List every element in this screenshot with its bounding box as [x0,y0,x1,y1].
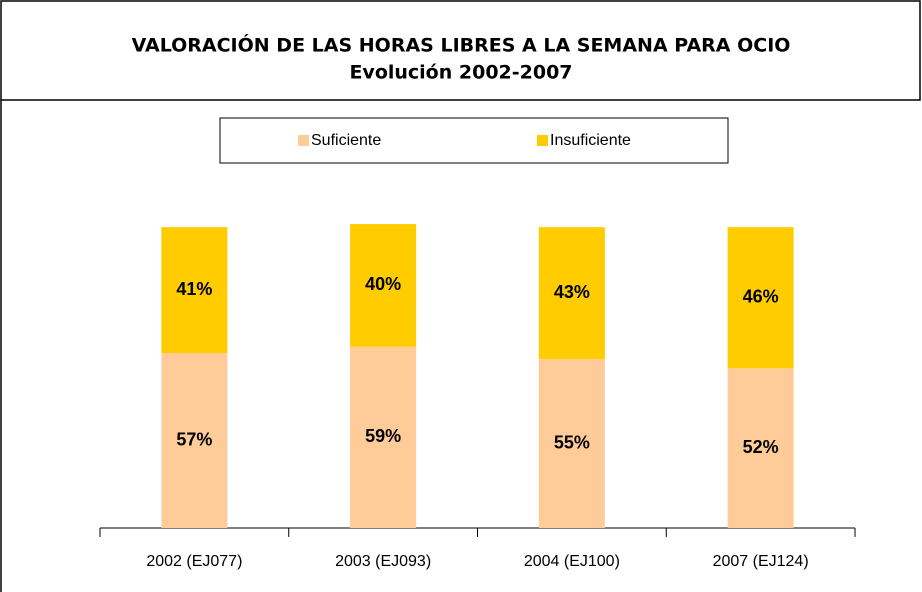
legend-label: Suficiente [311,132,381,149]
x-tick-label: 2007 (EJ124) [713,553,809,570]
title-box [0,0,921,101]
data-label: 46% [743,287,779,307]
bar-segment [727,227,794,369]
x-tick-label: 2003 (EJ093) [335,553,431,570]
bar-segment [538,359,605,528]
data-label: 40% [365,274,401,294]
data-label: 52% [743,437,779,457]
bar-segment [727,368,794,528]
x-tick-label: 2002 (EJ077) [146,553,242,570]
bar-segment [350,346,417,528]
data-label: 57% [176,429,212,449]
x-tick-label: 2004 (EJ100) [524,553,620,570]
chart-subtitle: Evolución 2002-2007 [349,62,572,84]
chart-title: VALORACIÓN DE LAS HORAS LIBRES A LA SEMA… [132,33,791,57]
bar-segment [161,227,228,354]
legend-box [219,117,729,164]
data-label: 59% [365,426,401,446]
bar-segment [538,227,605,360]
data-label: 41% [176,279,212,299]
legend-label: Insuficiente [550,132,631,149]
legend-swatch [537,135,548,146]
bar-segment [350,224,417,347]
legend-swatch [298,135,309,146]
bar-segment [161,353,228,528]
data-label: 55% [554,432,590,452]
data-label: 43% [554,282,590,302]
